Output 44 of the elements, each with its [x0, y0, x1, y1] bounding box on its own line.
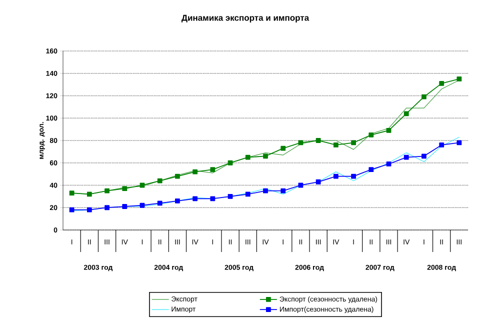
point — [228, 194, 233, 199]
point — [280, 146, 286, 151]
point — [351, 174, 356, 179]
point — [86, 207, 92, 212]
chart-title: Динамика экспорта и импорта — [182, 14, 310, 22]
point — [439, 80, 444, 86]
point — [157, 178, 162, 184]
point — [333, 142, 338, 148]
point — [157, 200, 162, 206]
point — [422, 154, 426, 159]
point — [210, 167, 216, 172]
point — [175, 198, 180, 204]
point — [86, 192, 92, 197]
point — [140, 202, 145, 208]
point — [263, 188, 268, 194]
point — [333, 174, 338, 179]
point — [456, 140, 462, 146]
point — [122, 186, 128, 192]
point — [456, 76, 462, 82]
point — [439, 142, 444, 148]
point — [104, 205, 110, 210]
point — [69, 207, 74, 212]
point — [104, 188, 110, 194]
point — [192, 169, 198, 174]
point — [386, 162, 392, 166]
point — [192, 196, 198, 202]
point — [404, 111, 409, 116]
point — [316, 138, 321, 143]
point — [404, 154, 409, 160]
point — [368, 167, 374, 172]
point — [280, 188, 286, 194]
point — [422, 94, 426, 100]
point — [351, 140, 356, 146]
point — [210, 196, 216, 202]
point — [122, 204, 128, 209]
point — [245, 154, 250, 160]
point — [245, 192, 250, 197]
point — [263, 154, 268, 159]
point — [228, 160, 233, 166]
point — [316, 179, 321, 184]
point — [386, 128, 392, 133]
point — [69, 190, 74, 196]
point — [175, 174, 180, 179]
point — [368, 132, 374, 138]
